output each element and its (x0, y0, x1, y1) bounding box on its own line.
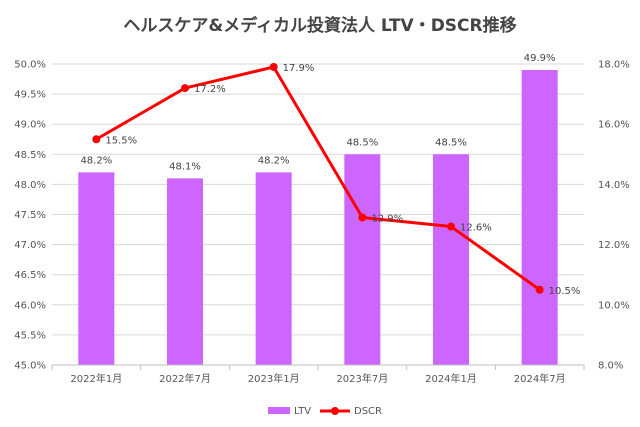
ltv-data-label: 48.1% (169, 161, 201, 172)
y-left-tick-label: 46.0% (14, 300, 46, 311)
ltv-bar (433, 154, 469, 365)
dscr-data-label: 10.5% (549, 286, 581, 297)
legend-dscr-marker (331, 407, 339, 415)
y-right-tick-label: 16.0% (598, 120, 630, 131)
dscr-line-series (92, 63, 544, 294)
y-right-tick-label: 8.0% (598, 361, 623, 372)
dscr-point (535, 285, 544, 294)
y-left-tick-label: 46.5% (14, 270, 46, 281)
dscr-data-label: 12.9% (371, 214, 403, 225)
y-left-tick-label: 45.5% (14, 330, 46, 341)
y-right-tick-label: 12.0% (598, 240, 630, 251)
dscr-point (269, 63, 278, 72)
x-category-label: 2023年1月 (248, 372, 300, 385)
y-left-tick-label: 47.0% (14, 240, 46, 251)
y-left-tick-label: 49.0% (14, 120, 46, 131)
ltv-bar (521, 70, 558, 366)
dscr-point (92, 135, 101, 144)
dscr-data-label: 15.5% (105, 135, 137, 146)
dscr-point (358, 213, 367, 222)
y-left-tick-label: 48.0% (14, 180, 46, 191)
dscr-data-label: 12.6% (460, 223, 492, 234)
gridlines (52, 63, 584, 366)
legend: LTV DSCR (268, 406, 382, 417)
dscr-data-label: 17.2% (194, 84, 226, 95)
y-right-tick-label: 18.0% (598, 60, 630, 71)
x-category-label: 2024年1月 (425, 372, 477, 385)
ltv-bar (167, 178, 203, 365)
legend-dscr-label: DSCR (354, 406, 382, 417)
x-category-label: 2022年1月 (70, 372, 122, 385)
dscr-data-label: 17.9% (283, 63, 315, 74)
chart-title: ヘルスケア&メディカル投資法人 LTV・DSCR推移 (123, 15, 516, 36)
y-left-tick-label: 48.5% (14, 150, 46, 161)
dscr-point (181, 84, 189, 93)
legend-ltv-label: LTV (294, 406, 311, 417)
y-left-tick-label: 47.5% (14, 210, 46, 221)
data-labels: 48.2% 48.1% 48.2% 48.5% 48.5% 49.9% 15.5% 17.2%… (80, 53, 580, 297)
axes: 45.0% 45.5% 46.0% 46.5% 47.0% 47.5% 48.0% 48.5%… (14, 60, 630, 386)
ltv-data-label: 48.5% (435, 137, 467, 148)
y-right-tick-label: 10.0% (598, 300, 630, 311)
dscr-point (447, 222, 455, 231)
x-category-label: 2023年7月 (336, 372, 388, 385)
ltv-bar (344, 154, 381, 365)
legend-ltv-swatch (268, 407, 290, 414)
x-category-label: 2022年7月 (159, 372, 211, 385)
dscr-line (95, 65, 541, 291)
ltv-data-label: 49.9% (524, 53, 556, 64)
ltv-bar (255, 172, 292, 365)
y-left-tick-label: 50.0% (14, 60, 46, 71)
y-left-tick-label: 45.0% (14, 361, 46, 372)
ltv-data-label: 48.2% (80, 155, 112, 166)
y-left-tick-label: 49.5% (14, 90, 46, 101)
x-category-label: 2024年7月 (514, 372, 566, 385)
ltv-bar (78, 172, 115, 365)
ltv-data-label: 48.2% (258, 155, 290, 166)
ltv-bars (78, 70, 558, 366)
y-right-tick-label: 14.0% (598, 180, 630, 191)
ltv-data-label: 48.5% (346, 137, 378, 148)
